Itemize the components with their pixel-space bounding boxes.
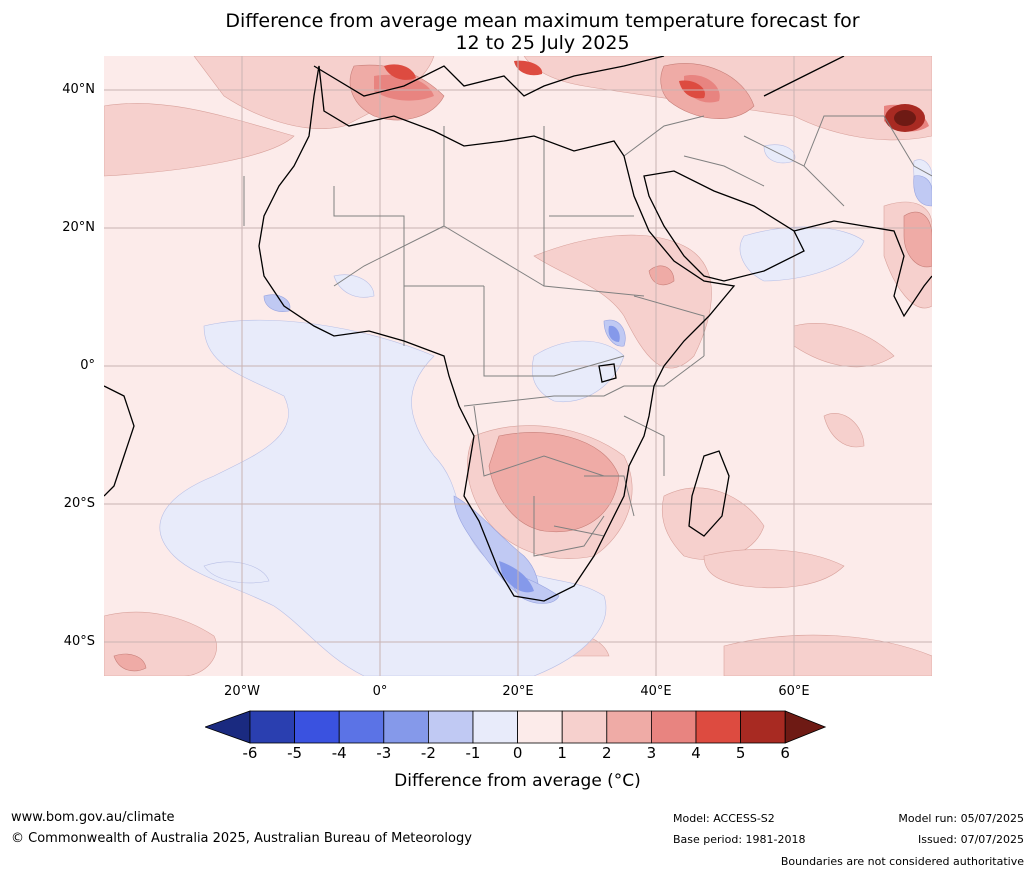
colorbar-segment [249,710,295,744]
warm-anomaly-above-6 [894,110,916,126]
footer-copyright: © Commonwealth of Australia 2025, Austra… [11,831,472,846]
colorbar-tick-label: 1 [557,744,567,762]
title-line-1: Difference from average mean maximum tem… [225,10,860,32]
colorbar-segment [695,710,741,744]
lat-label-40s: 40°S [63,634,95,649]
footer-model-run: Model run: 05/07/2025 [898,812,1024,825]
colorbar-segment [383,710,429,744]
colorbar-tick-label: 2 [602,744,612,762]
lat-label-40n: 40°N [62,82,95,97]
footer-base-period: Base period: 1981-2018 [673,833,806,846]
colorbar [203,710,830,748]
colorbar-tick-label: 0 [512,744,523,762]
colorbar-tick-label: 3 [646,744,657,762]
lon-label-0: 0° [372,684,388,699]
lon-label-20e: 20°E [502,684,534,699]
lon-label-40e: 40°E [640,684,672,699]
lon-label-20w: 20°W [224,684,260,699]
cool-anomaly-2-3 [499,325,620,593]
lon-label-60e: 60°E [778,684,810,699]
colorbar-tick-label: 6 [780,744,790,762]
colorbar-segment [472,710,518,744]
colorbar-segment [606,710,652,744]
colorbar-segment [561,710,608,744]
colorbar-tick-label: -1 [465,744,481,762]
footer-model: Model: ACCESS-S2 [673,812,775,825]
colorbar-label: Difference from average (°C) [394,771,641,791]
footer-issued: Issued: 07/07/2025 [917,833,1024,846]
lat-label-20n: 20°N [62,220,95,235]
lat-label-0: 0° [80,358,95,373]
title-line-2: 12 to 25 July 2025 [455,32,630,54]
colorbar-tick-label: -2 [420,744,436,762]
colorbar-segment [740,710,786,744]
colorbar-tick-label: -6 [242,744,258,762]
colorbar-segment [427,710,474,744]
warm-anomaly-4-5 [384,60,705,99]
colorbar-extend-low [203,710,251,744]
colorbar-tick-label: 5 [735,744,746,762]
graticule [104,56,932,676]
footer-url[interactable]: www.bom.gov.au/climate [11,810,175,825]
colorbar-extend-high [784,710,827,744]
colorbar-segment [517,710,563,744]
colorbar-segment [294,710,340,744]
temperature-anomaly-map [104,56,932,676]
colorbar-tick-label: 4 [691,744,701,762]
coastlines [104,56,932,602]
colorbar-scale [203,710,827,744]
map-title: Difference from average mean maximum tem… [0,10,1035,54]
colorbar-segment [338,710,385,744]
colorbar-tick-label: -5 [287,744,303,762]
lat-label-20s: 20°S [63,496,95,511]
map-canvas [104,56,932,676]
country-borders [243,115,932,557]
colorbar-segment [650,710,697,744]
footer-disclaimer: Boundaries are not considered authoritat… [780,855,1024,868]
colorbar-tick-label: -3 [376,744,392,762]
colorbar-tick-label: -4 [331,744,347,762]
